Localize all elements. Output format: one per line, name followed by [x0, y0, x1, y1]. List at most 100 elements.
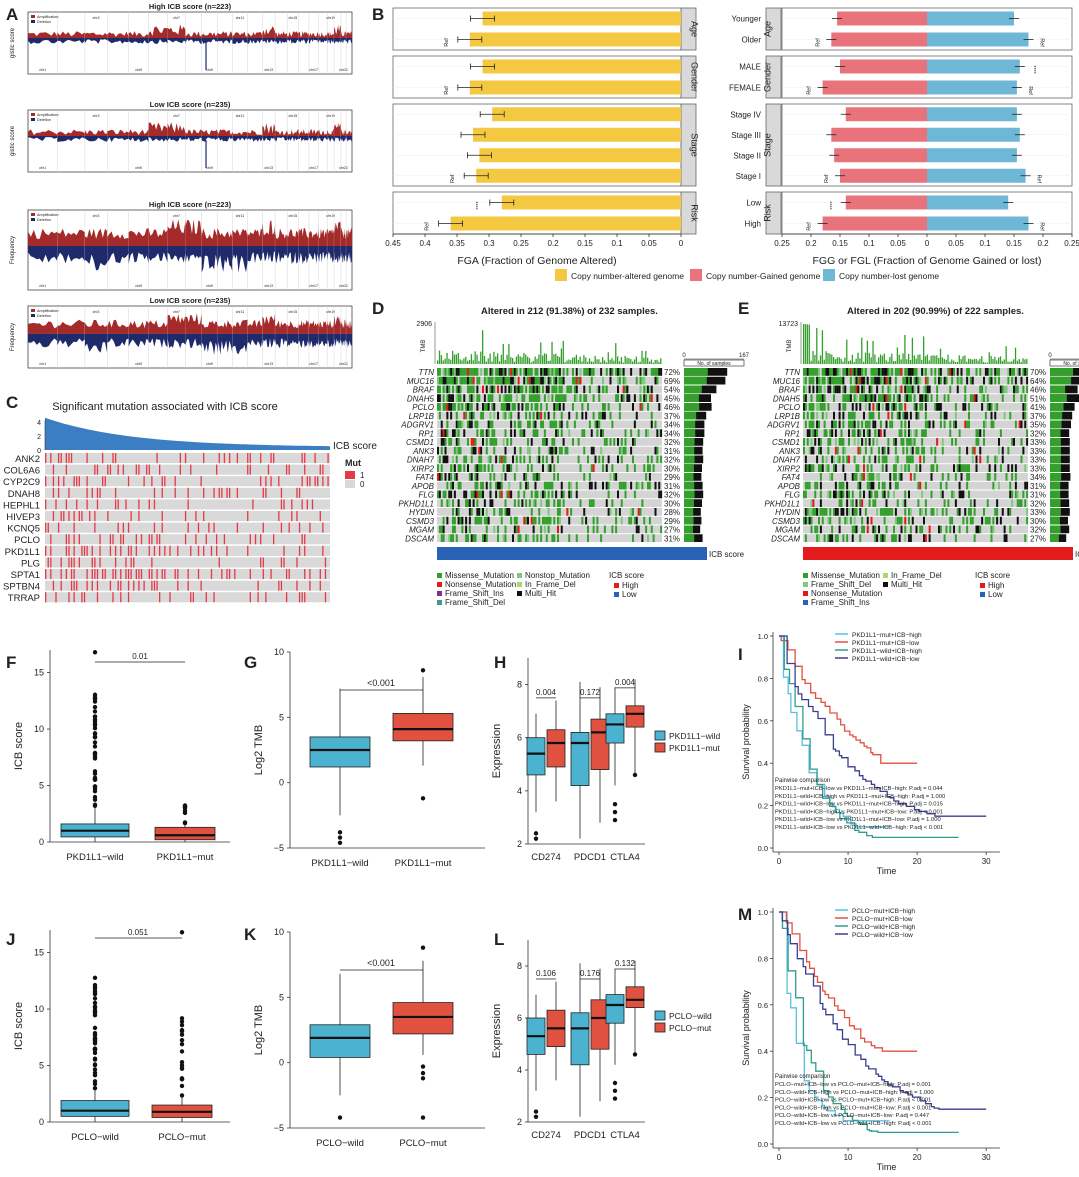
oncoplot-mut-cell: [878, 429, 880, 437]
box-category-label: CTLA4: [610, 1130, 640, 1141]
oncoplot-mut-cell: [506, 376, 509, 385]
oncoplot-tmb-bar: [924, 356, 927, 364]
oncoplot-mut-cell: [923, 429, 925, 437]
oncoplot-tmb-bar: [1009, 361, 1011, 364]
oncoplot-gene-pct: 31%: [664, 534, 680, 543]
oncoplot-mut-cell: [545, 481, 548, 490]
oncoplot-side-bar-missense: [1050, 368, 1074, 376]
oncoplot-mut-cell: [881, 490, 884, 499]
oncoplot-mut-cell: [896, 411, 899, 420]
panel-c-mut-cell: [109, 580, 112, 591]
panel-c-mut-cell: [45, 453, 47, 464]
oncoplot-mut-cell: [510, 464, 513, 472]
oncoplot-mut-cell: [455, 508, 458, 516]
panel-a-del-segment: [327, 38, 335, 44]
oncoplot-mut-cell: [968, 411, 970, 420]
box-outlier: [337, 840, 343, 845]
panel-a-amp-segment: [167, 122, 186, 137]
oncoplot-gene-label: MGAM: [409, 526, 434, 535]
oncoplot-mut-cell: [1013, 385, 1015, 394]
oncoplot-mut-cell: [878, 473, 880, 481]
oncoplot-mut-cell: [960, 464, 963, 472]
oncoplot-mut-cell: [996, 455, 999, 464]
panel-b-right-tick-label: 0.2: [805, 239, 817, 248]
panel-c-mut-cell: [68, 545, 70, 556]
oncoplot-mut-cell: [656, 446, 659, 455]
oncoplot-mut-cell: [523, 473, 526, 481]
oncoplot-mut-cell: [485, 534, 488, 542]
oncoplot-mut-cell: [930, 446, 933, 455]
oncoplot-mut-cell: [485, 429, 488, 437]
oncoplot-mut-cell: [879, 368, 882, 376]
oncoplot-mut-cell: [864, 446, 867, 455]
panel-c-mut-cell: [143, 580, 145, 591]
oncoplot-mut-cell: [532, 385, 535, 394]
oncoplot-mut-cell: [543, 490, 546, 499]
oncoplot-side-bar-missense: [1050, 385, 1066, 394]
oncoplot-mut-cell: [482, 464, 484, 472]
oncoplot-mut-cell: [551, 368, 554, 376]
oncoplot-mut-cell: [844, 368, 847, 376]
oncoplot-mut-cell: [908, 385, 910, 394]
panel-c-mut-cell: [285, 592, 288, 603]
panel-c-row-bg: [45, 511, 330, 522]
box-outlier: [92, 1004, 98, 1009]
oncoplot-mut-cell: [647, 403, 649, 411]
box-outlier: [92, 1038, 98, 1043]
oncoplot-mut-cell: [896, 368, 899, 376]
box-ytick-label: 6: [517, 1013, 522, 1023]
panel-c-mut-cell: [273, 453, 275, 464]
oncoplot-mut-cell: [465, 411, 468, 420]
oncoplot-mut-cell: [921, 394, 924, 402]
panel-a-amp-segment: [57, 319, 85, 334]
box-ytick-label: 15: [34, 668, 44, 678]
oncoplot-tmb-bar: [969, 358, 972, 364]
panel-c-mut-cell: [197, 569, 200, 580]
oncoplot-mut-cell: [928, 525, 931, 534]
box-ytick-label: 8: [517, 680, 522, 690]
oncoplot-mut-cell: [532, 394, 535, 402]
oncoplot-mut-cell: [885, 464, 888, 472]
oncoplot-mut-cell: [536, 473, 539, 481]
box-outlier: [337, 830, 343, 835]
oncoplot-mut-cell: [476, 429, 479, 437]
oncoplot-mut-cell: [964, 420, 967, 429]
oncoplot-mut-cell: [557, 455, 559, 464]
box-outlier: [612, 801, 618, 807]
panel-c-mut-cell: [309, 569, 311, 580]
oncoplot-mut-cell: [581, 403, 584, 411]
oncoplot-mut-cell: [596, 516, 599, 525]
oncoplot-mut-cell: [851, 490, 854, 499]
oncoplot-mut-cell: [515, 455, 518, 464]
oncoplot-mut-cell: [988, 464, 991, 472]
oncoplot-mut-cell: [504, 385, 507, 394]
panel-c-mut-cell: [112, 592, 114, 603]
oncoplot-mut-cell: [842, 438, 845, 446]
oncoplot-mut-cell: [534, 420, 537, 429]
oncoplot-mut-cell: [457, 394, 460, 402]
oncoplot-tmb-bar: [859, 358, 861, 364]
oncoplot-mut-cell: [964, 394, 967, 402]
panel-a-legend-del: Deletion: [37, 218, 51, 222]
panel-a-title-1: Low ICB score (n=235): [150, 100, 231, 109]
oncoplot-mut-cell: [512, 368, 514, 376]
panel-a-amp-segment: [340, 129, 347, 137]
oncoplot-tmb-bar: [525, 354, 527, 364]
panel-b-lost-bar: [927, 107, 1017, 122]
panel-c-mut-cell: [236, 453, 239, 464]
oncoplot-mut-cell: [482, 534, 484, 542]
oncoplot-tmb-bar: [508, 343, 510, 364]
panel-c-mut-cell: [164, 476, 166, 487]
oncoplot-mut-cell: [853, 429, 856, 437]
oncoplot-legend-label: Nonsense_Mutation: [445, 580, 516, 589]
panel-c-mut-cell: [73, 569, 75, 580]
oncoplot-mut-cell: [652, 368, 655, 376]
box-outlier: [92, 777, 98, 782]
oncoplot-mut-cell: [806, 411, 809, 420]
oncoplot-mut-cell: [656, 376, 659, 385]
oncoplot-mut-cell: [812, 403, 815, 411]
oncoplot-mut-cell: [814, 438, 817, 446]
panel-c-legend-swatch-0: [345, 480, 355, 488]
oncoplot-mut-cell: [975, 429, 978, 437]
oncoplot-tmb-bar: [455, 354, 458, 364]
